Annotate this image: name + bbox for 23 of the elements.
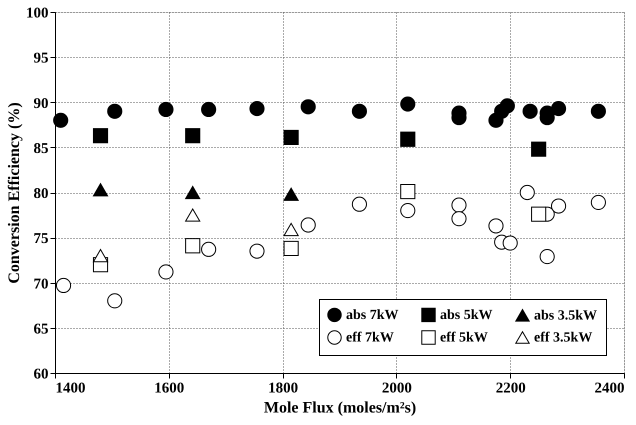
legend-label: abs 7kW <box>346 308 399 323</box>
x-tick-label: 1400 <box>56 380 86 396</box>
y-tick-label: 60 <box>34 366 48 382</box>
legend-label: eff 5kW <box>440 330 488 346</box>
legend-label: eff 3.5kW <box>534 330 592 346</box>
y-tick-label: 70 <box>34 276 48 292</box>
y-axis-title: Conversion Efficiency (%) <box>6 102 23 284</box>
x-tick-label: 1800 <box>268 380 298 396</box>
x-tick-label: 1600 <box>154 380 184 396</box>
legend-label: eff 7kW <box>346 330 394 346</box>
x-tick-label: 2200 <box>496 380 526 396</box>
y-tick-label: 75 <box>34 231 48 248</box>
legend-label: abs 3.5kW <box>534 308 598 324</box>
x-tick-label: 2400 <box>594 380 624 396</box>
y-tick-label: 65 <box>34 321 48 338</box>
y-tick-label: 80 <box>34 186 48 202</box>
y-tick-label: 100 <box>26 6 48 22</box>
legend-label: abs 5kW <box>440 308 493 323</box>
x-axis-title: Mole Flux (moles/m²s) <box>264 400 416 416</box>
y-tick-label: 90 <box>34 96 48 112</box>
y-tick-label: 85 <box>34 140 48 157</box>
y-tick-label: 95 <box>34 50 48 67</box>
x-tick-label: 2000 <box>382 380 412 396</box>
